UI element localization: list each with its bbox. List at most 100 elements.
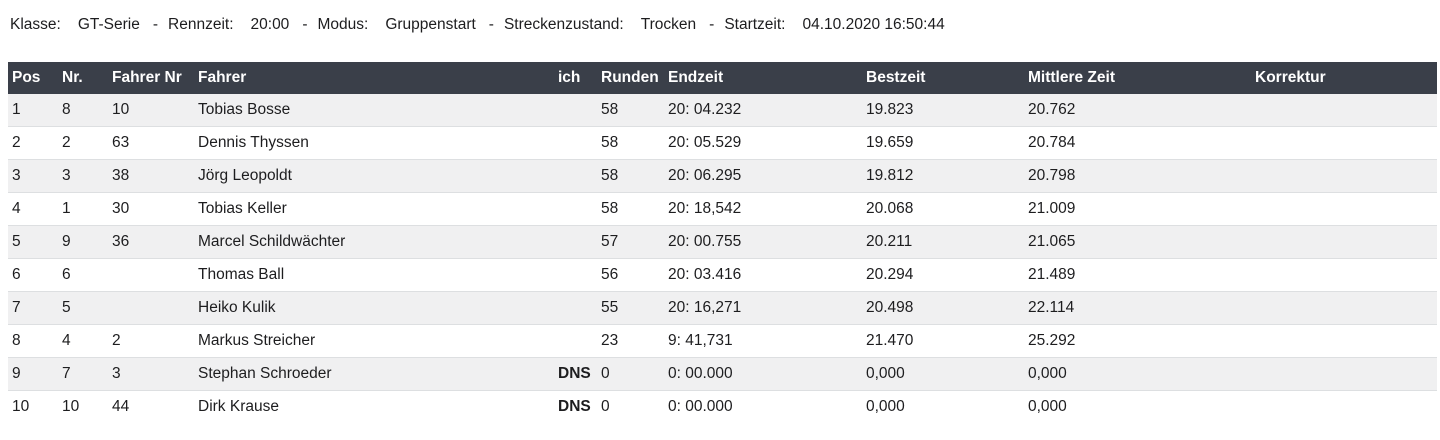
cell-ich: DNS <box>558 398 591 415</box>
cell-fahrer_nr: 63 <box>108 126 194 160</box>
cell-ich <box>554 94 597 127</box>
cell-runden: 55 <box>597 291 664 325</box>
table-row: 2 2 63 Dennis Thyssen 58 20: 05.529 19.659 20.7… <box>8 126 1437 160</box>
column-header-fahrer: Fahrer <box>194 62 554 94</box>
cell-nr: 7 <box>58 357 108 391</box>
cell-bestzeit: 20.294 <box>862 258 1024 292</box>
cell-fahrer_nr: 38 <box>108 159 194 193</box>
cell-nr: 10 <box>62 398 80 415</box>
cell-fahrer: Dirk Krause <box>198 398 279 415</box>
meta-value: 20:00 <box>250 16 290 33</box>
cell-bestzeit: 0,000 <box>862 357 1024 391</box>
cell-fahrer: Tobias Bosse <box>194 94 554 127</box>
cell-endzeit: 20: 05.529 <box>664 126 862 160</box>
cell-ich <box>554 225 597 259</box>
cell-mittlere_zeit: 22.114 <box>1024 291 1251 325</box>
cell-nr: 8 <box>58 94 108 127</box>
cell-mittlere_zeit: 0,000 <box>1024 357 1251 391</box>
cell-korrektur <box>1251 258 1437 292</box>
cell-runden: 57 <box>597 225 664 259</box>
cell-mittlere_zeit: 25.292 <box>1024 324 1251 358</box>
cell-fahrer_nr: 10 <box>108 94 194 127</box>
cell-pos: 1 <box>8 94 58 127</box>
meta-label: Modus: <box>317 16 369 33</box>
cell-ich <box>554 291 597 325</box>
cell-ich <box>554 126 597 160</box>
table-row: 1 8 10 Tobias Bosse 58 20: 04.232 19.823 20.762 <box>8 94 1437 127</box>
cell-runden: 0 <box>597 357 664 391</box>
cell-fahrer: Tobias Keller <box>194 192 554 226</box>
cell-runden: 58 <box>597 192 664 226</box>
results-table-head: Pos Nr. Fahrer Nr Fahrer ich Runden Endzeit Bes… <box>8 62 1437 94</box>
cell-nr: 9 <box>58 225 108 259</box>
results-table-body: 1 8 10 Tobias Bosse 58 20: 04.232 19.823 20.762… <box>8 94 1437 423</box>
cell-endzeit: 20: 00.755 <box>664 225 862 259</box>
meta-separator: - <box>709 16 715 33</box>
column-header-runden: Runden <box>597 62 664 94</box>
cell-mittlere_zeit: 20.762 <box>1024 94 1251 127</box>
cell-korrektur <box>1251 225 1437 259</box>
column-header-ich: ich <box>554 62 597 94</box>
cell-ich: DNS <box>554 357 597 391</box>
cell-pos: 2 <box>8 126 58 160</box>
cell-fahrer_nr: 3 <box>108 357 194 391</box>
cell-runden: 58 <box>597 94 664 127</box>
cell-bestzeit: 20.498 <box>862 291 1024 325</box>
meta-label: Rennzeit: <box>168 16 234 33</box>
column-header-pos: Pos <box>8 62 58 94</box>
cell-endzeit: 20: 18,542 <box>664 192 862 226</box>
cell-fahrer: Marcel Schildwächter <box>194 225 554 259</box>
race-meta: Klasse: GT-Serie - Rennzeit: 20:00- Modus: Gru… <box>10 15 1440 35</box>
cell-ich <box>554 192 597 226</box>
cell-fahrer: Thomas Ball <box>194 258 554 292</box>
cell-fahrer: Dennis Thyssen <box>194 126 554 160</box>
cell-nr: 4 <box>58 324 108 358</box>
cell-bestzeit: 19.823 <box>862 94 1024 127</box>
cell-runden: 0 <box>601 398 610 415</box>
cell-endzeit: 20: 04.232 <box>664 94 862 127</box>
cell-runden: 23 <box>597 324 664 358</box>
cell-pos: 10 <box>12 398 30 415</box>
meta-value: Gruppenstart <box>385 16 476 33</box>
cell-fahrer: Markus Streicher <box>194 324 554 358</box>
cell-korrektur <box>1251 324 1437 358</box>
meta-separator: - <box>488 16 494 33</box>
table-row: 6 6 Thomas Ball 56 20: 03.416 20.294 21.489 <box>8 258 1437 292</box>
meta-label: Startzeit: <box>724 16 786 33</box>
cell-nr: 3 <box>58 159 108 193</box>
cell-fahrer_nr <box>108 291 194 325</box>
column-header-fahrer_nr: Fahrer Nr <box>108 62 194 94</box>
cell-bestzeit: 0,000 <box>866 398 905 415</box>
cell-ich <box>554 258 597 292</box>
cell-korrektur <box>1251 192 1437 226</box>
cell-runden: 58 <box>597 126 664 160</box>
cell-endzeit: 20: 16,271 <box>664 291 862 325</box>
cell-ich <box>554 324 597 358</box>
meta-label: Streckenzustand: <box>503 16 624 33</box>
cell-fahrer_nr: 30 <box>108 192 194 226</box>
table-row: 9 7 3 Stephan Schroeder DNS 0 0: 00.000 0,000 0,… <box>8 357 1437 391</box>
cell-pos: 3 <box>8 159 58 193</box>
column-header-nr: Nr. <box>58 62 108 94</box>
cell-korrektur <box>1251 159 1437 193</box>
column-header-endzeit: Endzeit <box>664 62 862 94</box>
cell-korrektur <box>1251 291 1437 325</box>
cell-fahrer_nr: 2 <box>108 324 194 358</box>
cell-korrektur <box>1251 391 1437 424</box>
meta-label: Klasse: <box>10 16 61 33</box>
meta-value: Trocken <box>640 16 697 33</box>
table-row: 8 4 2 Markus Streicher 23 9: 41,731 21.470 25.2… <box>8 324 1437 358</box>
meta-value: GT-Serie <box>77 16 140 33</box>
cell-runden: 56 <box>597 258 664 292</box>
cell-korrektur <box>1251 126 1437 160</box>
cell-nr: 1 <box>58 192 108 226</box>
cell-mittlere_zeit: 21.489 <box>1024 258 1251 292</box>
cell-endzeit: 20: 03.416 <box>664 258 862 292</box>
cell-bestzeit: 20.068 <box>862 192 1024 226</box>
column-header-korrektur: Korrektur <box>1251 62 1437 94</box>
meta-separator: - <box>152 16 159 33</box>
cell-mittlere_zeit: 0,000 <box>1028 398 1067 415</box>
cell-endzeit: 0: 00.000 <box>668 398 733 415</box>
table-row: 5 9 36 Marcel Schildwächter 57 20: 00.755 20.2… <box>8 225 1437 259</box>
cell-fahrer: Stephan Schroeder <box>194 357 554 391</box>
